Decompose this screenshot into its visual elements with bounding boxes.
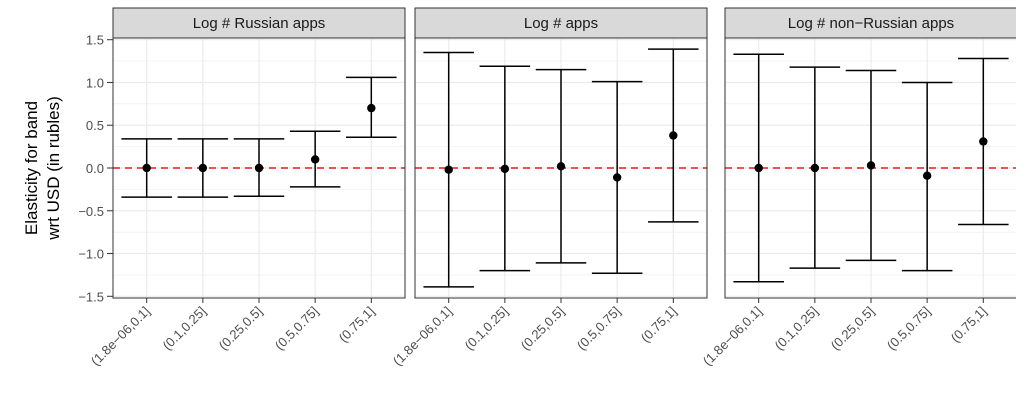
errorbar <box>901 81 953 272</box>
errorbar <box>479 65 531 272</box>
y-tick-label: 0.0 <box>86 161 104 176</box>
facet-strip: Log # Russian apps <box>112 7 406 39</box>
point-estimate <box>556 162 566 171</box>
x-axis: (1.8e−06,0.1] (0.1,0.25] (0.25,0.5] (0.5,0.… <box>88 298 378 369</box>
errorbar-series <box>423 48 699 288</box>
point-estimate <box>444 165 453 174</box>
y-axis-title-line-2: wrt USD (in rubles) <box>44 96 63 241</box>
y-tick-label: −0.5 <box>78 204 104 219</box>
errorbar <box>233 138 285 197</box>
errorbar <box>789 66 841 269</box>
errorbar <box>535 68 587 264</box>
point-estimate <box>142 163 151 173</box>
x-tick-label: (0.75,1] <box>638 304 680 346</box>
point-estimate <box>810 163 820 173</box>
x-tick-label: (0.5,0.75] <box>884 304 933 353</box>
facet-strip: Log # apps <box>414 7 708 39</box>
y-tick-label: 1.5 <box>86 33 104 48</box>
y-axis: −1.5 −1.0 −0.5 0.0 0.5 1.0 1.5 <box>78 33 113 304</box>
point-estimate <box>979 137 988 146</box>
point-estimate <box>254 163 264 173</box>
point-estimate <box>922 171 932 180</box>
x-tick-label: (0.5,0.75] <box>272 304 321 353</box>
x-tick-label: (1.8e−06,0.1] <box>390 304 455 369</box>
x-tick-label: (0.1,0.25] <box>160 304 209 353</box>
facet-title: Log # Russian apps <box>193 15 326 32</box>
facet-panels: Log # Russian apps(1.8e−06,0.1] (0.1,0.25… <box>88 7 1016 369</box>
errorbar <box>733 53 784 283</box>
x-tick-label: (0.1,0.25] <box>772 304 821 353</box>
x-tick-label: (0.1,0.25] <box>462 304 511 353</box>
x-tick-label: (1.8e−06,0.1] <box>88 304 153 369</box>
facet-strip-background <box>724 7 1016 39</box>
point-estimate <box>310 155 320 164</box>
facet-title: Log # non−Russian apps <box>788 15 954 32</box>
errorbar <box>958 57 1009 226</box>
point-estimate <box>198 163 208 173</box>
errorbar <box>423 51 474 288</box>
point-estimate <box>367 103 376 113</box>
y-tick-label: 0.5 <box>86 118 104 133</box>
x-tick-label: (0.75,1] <box>948 304 990 346</box>
errorbar <box>591 80 643 274</box>
y-axis-title: Elasticity for band wrt USD (in rubles) <box>22 96 63 241</box>
x-axis: (1.8e−06,0.1] (0.1,0.25] (0.25,0.5] (0.5,0.… <box>700 298 990 369</box>
facet-panel: Log # non−Russian apps (1.8e−06,0.1] (0.1,… <box>700 7 1016 369</box>
errorbar-series <box>733 53 1009 283</box>
facet-panel: Log # apps (1.8e−06,0.1] (0.1,0.25] (0.25,0… <box>390 7 708 369</box>
errorbar <box>177 138 229 198</box>
errorbar <box>648 48 699 223</box>
facet-title: Log # apps <box>524 15 598 32</box>
y-axis-title-line-1: Elasticity for band <box>22 101 41 235</box>
x-axis: (1.8e−06,0.1] (0.1,0.25] (0.25,0.5] (0.5,0.… <box>390 298 680 369</box>
x-tick-label: (0.25,0.5] <box>828 304 877 353</box>
x-tick-label: (0.25,0.5] <box>518 304 567 353</box>
errorbar-series <box>121 76 397 198</box>
errorbar <box>346 76 397 138</box>
point-estimate <box>754 163 763 173</box>
errorbar <box>121 138 172 198</box>
x-tick-label: (0.5,0.75] <box>574 304 623 353</box>
facet-strip: Log # non−Russian apps <box>724 7 1016 39</box>
y-tick-label: 1.0 <box>86 75 104 90</box>
errorbar <box>845 69 897 262</box>
y-tick-label: −1.0 <box>78 247 104 262</box>
x-tick-label: (0.25,0.5] <box>216 304 265 353</box>
point-estimate <box>866 161 876 170</box>
point-estimate <box>612 173 622 182</box>
y-tick-label: −1.5 <box>78 289 104 304</box>
x-tick-label: (1.8e−06,0.1] <box>700 304 765 369</box>
point-estimate <box>500 164 510 174</box>
point-estimate <box>669 131 678 140</box>
x-tick-label: (0.75,1] <box>336 304 378 346</box>
errorbar <box>289 130 341 188</box>
facet-panel: Log # Russian apps (1.8e−06,0.1] (0.1,0.25… <box>88 7 406 369</box>
facet-strip-background <box>414 7 708 39</box>
